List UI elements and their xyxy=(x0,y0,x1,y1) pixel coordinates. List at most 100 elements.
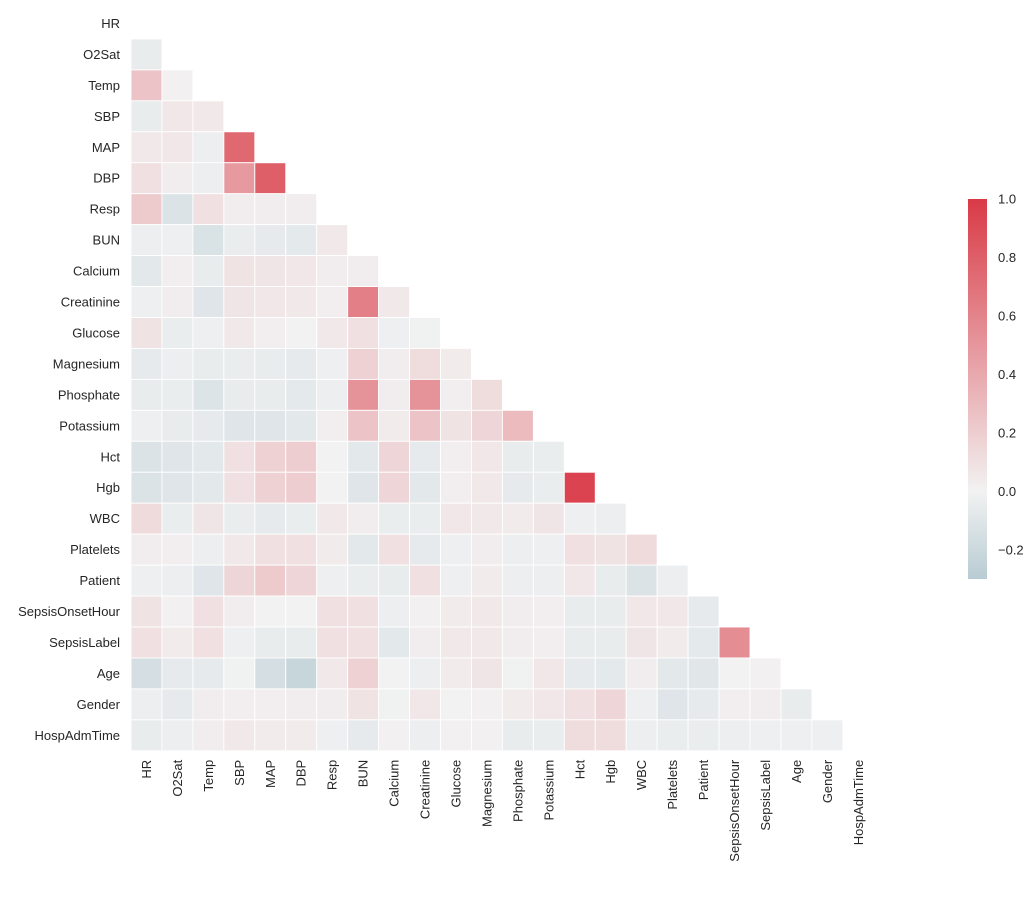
heatmap-cell-age-calcium xyxy=(378,657,411,690)
heatmap-cell-sepsisonsethour-glucose xyxy=(440,595,472,628)
x-axis-tick-labels: HR O2Sat Temp SBP MAP DBP Resp BUN Calcium Creati… xyxy=(139,759,866,862)
x-tick-label-hospadmtime: HospAdmTime xyxy=(851,760,866,845)
x-tick-label-sepsisonsethour: SepsisOnsetHour xyxy=(727,759,742,862)
heatmap-cell-gender-hct xyxy=(563,688,596,721)
heatmap-cell-hct-hr xyxy=(130,440,163,473)
heatmap-cell-bun-resp xyxy=(316,224,349,257)
heatmap-cell-glucose-temp xyxy=(192,317,225,349)
heatmap-cell-wbc-resp xyxy=(316,502,349,535)
heatmap-cell-gender-potassium xyxy=(532,688,565,721)
heatmap-cell-calcium-o2sat xyxy=(161,255,194,288)
heatmap-cell-wbc-hct xyxy=(563,502,596,535)
heatmap-cell-wbc-calcium xyxy=(378,502,411,535)
heatmap-cell-hct-potassium xyxy=(532,440,565,473)
heatmap-cell-hospadmtime-creatinine xyxy=(409,719,441,752)
heatmap-cell-sepsisonsethour-magnesium xyxy=(471,595,503,628)
heatmap-cell-creatinine-dbp xyxy=(285,286,318,318)
heatmap-cell-hgb-dbp xyxy=(285,471,318,504)
heatmap-cell-dbp-map xyxy=(254,162,287,195)
heatmap-cell-phosphate-dbp xyxy=(285,378,318,411)
heatmap-cell-hospadmtime-hr xyxy=(130,719,163,752)
heatmap-cell-map-temp xyxy=(192,131,225,164)
heatmap-cell-platelets-resp xyxy=(316,533,349,566)
heatmap-cell-patient-creatinine xyxy=(409,564,441,597)
heatmap-cell-sepsislabel-hr xyxy=(130,626,163,659)
heatmap-cell-phosphate-map xyxy=(254,378,287,411)
heatmap-cell-phosphate-calcium xyxy=(378,378,411,411)
heatmap-cell-calcium-sbp xyxy=(223,255,256,288)
heatmap-cell-patient-o2sat xyxy=(161,564,194,597)
heatmap-cell-age-platelets xyxy=(656,657,689,690)
heatmap-cell-creatinine-resp xyxy=(316,286,349,318)
heatmap-cell-bun-temp xyxy=(192,224,225,257)
heatmap-cell-sepsislabel-dbp xyxy=(285,626,318,659)
heatmap-cell-sepsisonsethour-hgb xyxy=(594,595,627,628)
heatmap-cell-platelets-map xyxy=(254,533,287,566)
x-tick-label-resp: Resp xyxy=(325,760,340,790)
heatmap-cell-phosphate-resp xyxy=(316,378,349,411)
heatmap-cell-age-hr xyxy=(130,657,163,690)
heatmap-cell-platelets-temp xyxy=(192,533,225,566)
heatmap-cell-platelets-hgb xyxy=(594,533,627,566)
heatmap-cell-sepsisonsethour-creatinine xyxy=(409,595,441,628)
x-tick-label-map: MAP xyxy=(263,760,278,788)
heatmap-cell-gender-hgb xyxy=(594,688,627,721)
heatmap-cell-hgb-sbp xyxy=(223,471,256,504)
heatmap-cell-potassium-magnesium xyxy=(471,409,503,442)
heatmap-cell-patient-platelets xyxy=(656,564,689,597)
heatmap-cell-potassium-o2sat xyxy=(161,409,194,442)
heatmap-cell-potassium-temp xyxy=(192,409,225,442)
heatmap-cell-age-sbp xyxy=(223,657,256,690)
heatmap-cell-phosphate-o2sat xyxy=(161,378,194,411)
y-tick-label-wbc: WBC xyxy=(90,511,120,526)
y-tick-label-o2sat: O2Sat xyxy=(83,47,120,62)
heatmap-cell-sepsisonsethour-patient xyxy=(687,595,720,628)
heatmap-cell-potassium-phosphate xyxy=(501,409,534,442)
heatmap-cell-potassium-resp xyxy=(316,409,349,442)
heatmap-cell-sbp-hr xyxy=(130,100,163,133)
heatmap-cell-platelets-hct xyxy=(563,533,596,566)
heatmap-cell-temp-o2sat xyxy=(161,69,194,102)
heatmap-cell-sbp-temp xyxy=(192,100,225,133)
heatmap-cell-potassium-bun xyxy=(347,409,380,442)
heatmap-cell-map-o2sat xyxy=(161,131,194,164)
heatmap-cell-potassium-sbp xyxy=(223,409,256,442)
heatmap-cell-creatinine-temp xyxy=(192,286,225,318)
heatmap-cell-sepsislabel-sepsisonsethour xyxy=(718,626,751,659)
heatmap-cell-phosphate-bun xyxy=(347,378,380,411)
heatmap-cell-sepsisonsethour-bun xyxy=(347,595,380,628)
heatmap-cell-hct-glucose xyxy=(440,440,472,473)
heatmap-cell-phosphate-hr xyxy=(130,378,163,411)
heatmap-cell-sepsislabel-glucose xyxy=(440,626,472,659)
heatmap-cell-sepsislabel-patient xyxy=(687,626,720,659)
heatmap-cell-sepsisonsethour-platelets xyxy=(656,595,689,628)
heatmap-cell-glucose-sbp xyxy=(223,317,256,349)
x-tick-label-patient: Patient xyxy=(696,759,711,800)
heatmap-cell-calcium-temp xyxy=(192,255,225,288)
heatmap-cell-hospadmtime-hct xyxy=(563,719,596,752)
heatmap-cell-gender-sbp xyxy=(223,688,256,721)
heatmap-cell-patient-potassium xyxy=(532,564,565,597)
heatmap-cell-wbc-sbp xyxy=(223,502,256,535)
heatmap-cell-age-temp xyxy=(192,657,225,690)
heatmap-cell-dbp-sbp xyxy=(223,162,256,195)
heatmap-cell-phosphate-magnesium xyxy=(471,378,503,411)
heatmap-cell-hospadmtime-magnesium xyxy=(471,719,503,752)
heatmap-cell-patient-sbp xyxy=(223,564,256,597)
heatmap-cell-glucose-resp xyxy=(316,317,349,349)
heatmap-cell-dbp-o2sat xyxy=(161,162,194,195)
heatmap-cell-glucose-o2sat xyxy=(161,317,194,349)
heatmap-cell-wbc-map xyxy=(254,502,287,535)
heatmap-cell-glucose-map xyxy=(254,317,287,349)
heatmap-cell-magnesium-o2sat xyxy=(161,348,194,380)
heatmap-cell-age-dbp xyxy=(285,657,318,690)
heatmap-cell-gender-platelets xyxy=(656,688,689,721)
heatmap-cell-gender-hr xyxy=(130,688,163,721)
heatmap-cell-hospadmtime-sepsislabel xyxy=(749,719,782,752)
heatmap-cell-age-hgb xyxy=(594,657,627,690)
heatmap-cell-sepsislabel-phosphate xyxy=(501,626,534,659)
heatmap-cell-hct-bun xyxy=(347,440,380,473)
heatmap-cell-gender-patient xyxy=(687,688,720,721)
heatmap-cell-hgb-resp xyxy=(316,471,349,504)
